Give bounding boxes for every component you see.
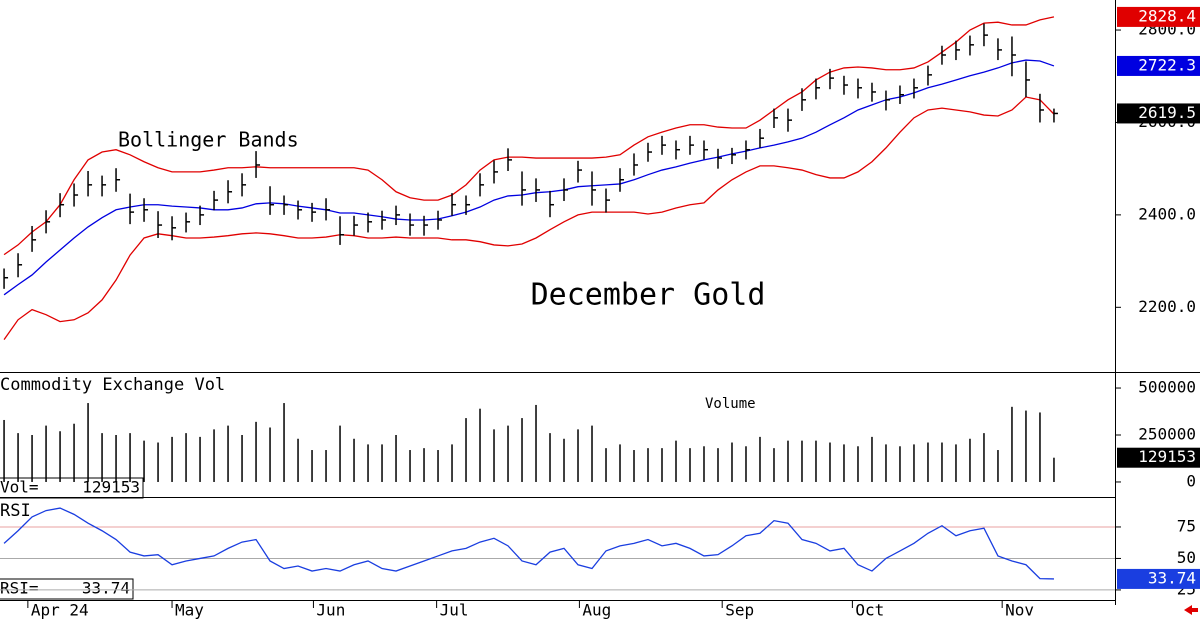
- y-tick-label: 2400.0: [1138, 204, 1196, 223]
- rsi-readout-box: [0, 578, 134, 600]
- y-tick-label: 75: [1177, 516, 1196, 535]
- x-tick-label: Jun: [316, 601, 345, 620]
- y-tick-label: 2200.0: [1138, 297, 1196, 316]
- value-box-label: 33.74: [1148, 568, 1196, 587]
- x-tick-label: Aug: [582, 601, 611, 620]
- rsi-line: [3, 507, 1054, 580]
- value-box: [1117, 568, 1200, 589]
- x-tick-label: May: [175, 601, 204, 620]
- middle-band: [3, 59, 1055, 296]
- volume-readout-label: Vol=: [0, 478, 39, 497]
- value-box: [1117, 6, 1200, 27]
- y-tick-label: 500000: [1138, 378, 1196, 397]
- chart-title: December Gold: [531, 278, 766, 313]
- volume-title: Commodity Exchange Vol: [0, 375, 225, 395]
- x-tick-label: Sep: [725, 601, 754, 620]
- y-tick-label: 250000: [1138, 425, 1196, 444]
- lower-band: [3, 96, 1055, 341]
- x-tick-label: Oct: [855, 601, 884, 620]
- volume-readout-value: 129153: [82, 478, 140, 497]
- x-tick-label: Apr 24: [31, 601, 89, 620]
- rsi-readout-value: 33.74: [82, 579, 130, 598]
- upper-band: [3, 16, 1055, 256]
- value-box-label: 2619.5: [1138, 103, 1196, 122]
- scroll-arrow[interactable]: [1184, 605, 1198, 615]
- rsi-title: RSI: [0, 501, 31, 521]
- value-box: [1117, 55, 1200, 76]
- value-box-label: 2828.4: [1138, 6, 1196, 25]
- value-box-label: 129153: [1138, 447, 1196, 466]
- x-tick-label: Jul: [440, 601, 469, 620]
- value-box: [1117, 447, 1200, 468]
- y-tick-label: 50: [1177, 548, 1196, 567]
- value-box: [1117, 103, 1200, 124]
- value-box-label: 2722.3: [1138, 55, 1196, 74]
- annotation: Bollinger Bands: [118, 128, 299, 152]
- y-tick-label: 0: [1186, 471, 1196, 490]
- rsi-readout-label: RSI=: [0, 579, 39, 598]
- volume-annotation: Volume: [705, 396, 756, 412]
- x-tick-label: Nov: [1005, 601, 1034, 620]
